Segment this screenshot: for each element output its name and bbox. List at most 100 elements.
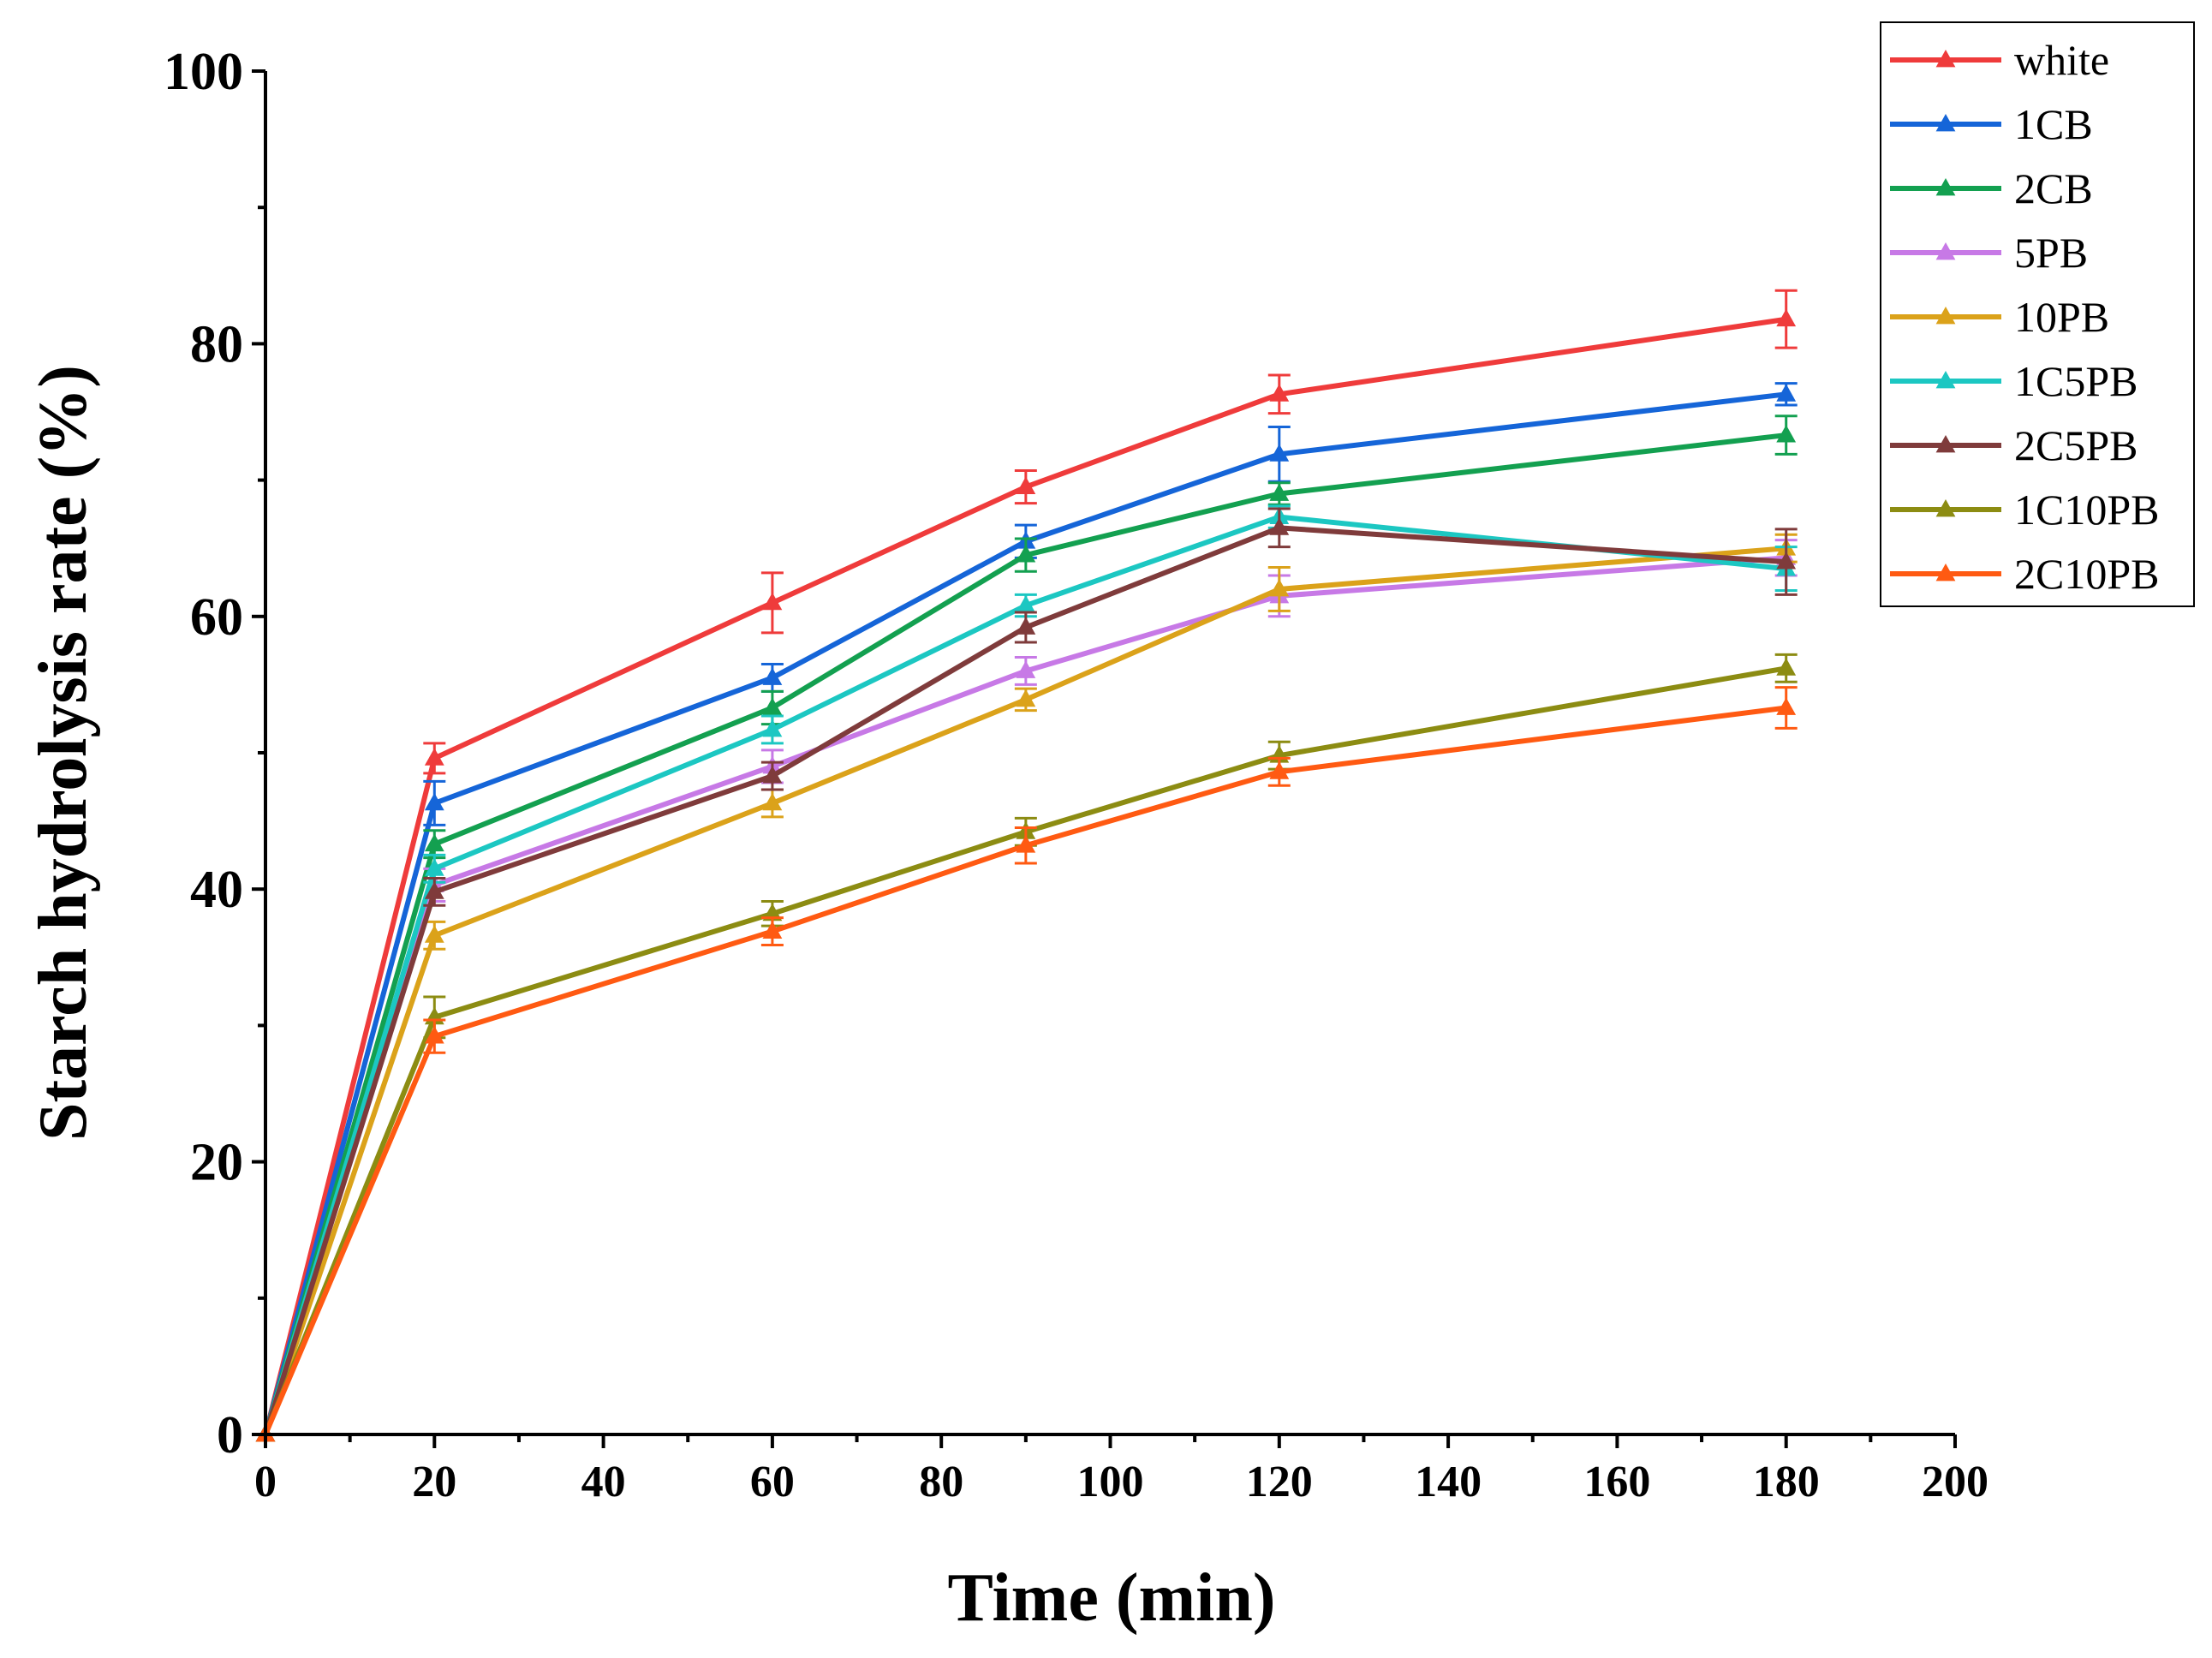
series-layer xyxy=(255,289,1798,1442)
legend: white 1CB 2CB 5PB 10PB 1C5PB 2C5PB 1C10PB 2C10PB xyxy=(1880,21,2195,607)
legend-item-2C5PB: 2C5PB xyxy=(1890,421,2138,469)
x-tick-label: 200 xyxy=(1922,1458,1988,1506)
series-2CB xyxy=(255,414,1798,1442)
data-point xyxy=(1269,483,1290,501)
y-tick-label: 60 xyxy=(190,588,243,647)
x-tick-label: 100 xyxy=(1077,1458,1144,1506)
data-point xyxy=(1016,595,1036,613)
legend-label: 1CB xyxy=(2014,100,2093,148)
x-tick-label: 160 xyxy=(1583,1458,1650,1506)
y-tick-label: 80 xyxy=(190,315,243,373)
x-tick-label: 40 xyxy=(581,1458,626,1506)
legend-swatch-marker xyxy=(1935,564,1956,581)
series-line xyxy=(263,316,1787,1435)
y-ticks: 0 20 40 60 80 100 xyxy=(164,43,265,1464)
data-point xyxy=(1269,517,1290,535)
y-axis-title: Starch hydrolysis rate (%) xyxy=(26,365,101,1141)
series-2C5PB xyxy=(255,507,1798,1442)
legend-item-5PB: 5PB xyxy=(1890,229,2088,277)
data-point xyxy=(1776,425,1797,443)
data-point xyxy=(424,748,444,766)
data-point xyxy=(424,858,444,876)
legend-item-2C10PB: 2C10PB xyxy=(1890,550,2160,598)
legend-label: white xyxy=(2014,36,2109,84)
data-point xyxy=(1269,761,1290,779)
series-1C5PB xyxy=(255,504,1798,1442)
y-tick-label: 0 xyxy=(217,1406,243,1464)
series-line xyxy=(263,546,1786,1435)
data-point xyxy=(1776,552,1797,570)
data-point xyxy=(1016,617,1036,635)
data-point xyxy=(762,766,783,784)
data-point xyxy=(424,1026,444,1044)
x-tick-label: 60 xyxy=(750,1458,795,1506)
data-point xyxy=(762,921,783,939)
data-point xyxy=(762,592,783,611)
y-tick-label: 20 xyxy=(190,1134,243,1192)
y-tick-label: 100 xyxy=(164,43,243,101)
data-point xyxy=(424,925,444,943)
x-tick-label: 140 xyxy=(1415,1458,1482,1506)
data-point xyxy=(424,833,444,852)
data-point xyxy=(762,697,783,715)
legend-swatch-marker xyxy=(1935,435,1956,453)
y-tick-label: 40 xyxy=(190,861,243,919)
data-point xyxy=(1016,835,1036,853)
series-line xyxy=(263,705,1787,1436)
legend-label: 1C5PB xyxy=(2014,357,2138,405)
legend-item-white: white xyxy=(1890,36,2109,84)
data-point xyxy=(1016,476,1036,494)
series-line xyxy=(263,432,1787,1435)
data-point xyxy=(1776,658,1797,676)
legend-label: 2C10PB xyxy=(2014,550,2160,598)
legend-swatch-marker xyxy=(1935,307,1956,325)
legend-label: 10PB xyxy=(2014,293,2109,341)
legend-item-2CB: 2CB xyxy=(1890,164,2093,212)
legend-swatch-marker xyxy=(1935,499,1956,517)
series-line xyxy=(263,391,1787,1435)
axes xyxy=(264,71,1955,1436)
legend-item-1C10PB: 1C10PB xyxy=(1890,486,2160,534)
series-1C10PB xyxy=(255,653,1798,1442)
legend-label: 2CB xyxy=(2014,164,2093,212)
legend-swatch-marker xyxy=(1935,371,1956,389)
data-point xyxy=(1776,697,1797,715)
data-point xyxy=(1269,384,1290,402)
data-point xyxy=(424,792,444,811)
legend-item-1CB: 1CB xyxy=(1890,100,2093,148)
x-axis-title: Time (min) xyxy=(948,1560,1276,1636)
legend-label: 5PB xyxy=(2014,229,2088,277)
data-point xyxy=(424,881,444,899)
data-point xyxy=(1016,660,1036,678)
legend-label: 1C10PB xyxy=(2014,486,2160,534)
legend-swatch-marker xyxy=(1935,242,1956,260)
legend-item-1C5PB: 1C5PB xyxy=(1890,357,2138,405)
series-line xyxy=(263,514,1787,1435)
series-5PB xyxy=(255,539,1798,1442)
legend-label: 2C5PB xyxy=(2014,421,2138,469)
x-ticks: 0 20 40 60 80 100 120 140 160 180 200 xyxy=(254,1434,1988,1506)
data-point xyxy=(1269,444,1290,462)
legend-swatch-marker xyxy=(1935,50,1956,68)
data-point xyxy=(1776,308,1797,327)
legend-swatch-marker xyxy=(1935,114,1956,132)
x-tick-label: 0 xyxy=(254,1458,277,1506)
x-tick-label: 120 xyxy=(1246,1458,1313,1506)
x-tick-label: 180 xyxy=(1753,1458,1820,1506)
legend-swatch-marker xyxy=(1935,178,1956,196)
data-point xyxy=(1269,578,1290,597)
series-line xyxy=(263,525,1786,1435)
data-point xyxy=(762,719,783,737)
x-tick-label: 20 xyxy=(412,1458,456,1506)
data-point xyxy=(1776,384,1797,402)
data-point xyxy=(1016,689,1036,707)
x-tick-label: 80 xyxy=(919,1458,963,1506)
data-point xyxy=(1016,545,1036,563)
legend-item-10PB: 10PB xyxy=(1890,293,2109,341)
data-point xyxy=(762,667,783,685)
series-2C10PB xyxy=(255,686,1798,1442)
series-line xyxy=(263,665,1787,1436)
series-white xyxy=(255,289,1798,1442)
data-point xyxy=(762,792,783,811)
